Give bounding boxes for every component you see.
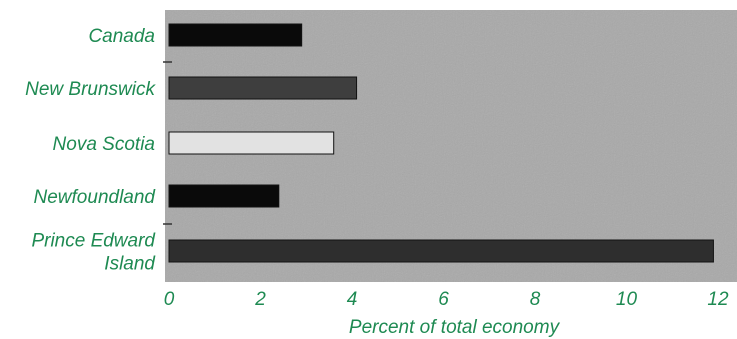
- x-tick-label: 10: [616, 289, 638, 310]
- x-tick-label: 2: [254, 289, 266, 310]
- bar-prince-edward-island: [168, 239, 714, 263]
- x-tick-label: 8: [530, 289, 541, 310]
- x-tick-label: 4: [347, 289, 358, 310]
- bar-canada: [168, 23, 303, 47]
- x-tick-labels: 0 2 4 6 8 10 12: [164, 289, 729, 310]
- category-labels: Canada New Brunswick Nova Scotia Newfoundla…: [25, 26, 156, 275]
- bar-newfoundland: [168, 184, 280, 208]
- x-tick-label: 12: [707, 289, 729, 310]
- category-label: Newfoundland: [34, 187, 157, 208]
- category-label: New Brunswick: [25, 79, 156, 100]
- x-tick-label: 0: [164, 289, 175, 310]
- x-tick-label: 6: [438, 289, 449, 310]
- bars: [168, 23, 714, 263]
- bar-nova-scotia: [168, 131, 335, 155]
- category-label: Prince Edward Island: [31, 231, 156, 275]
- category-label: Nova Scotia: [53, 134, 155, 155]
- x-axis-title: Percent of total economy: [349, 317, 561, 338]
- category-label: Canada: [88, 26, 155, 47]
- bar-new-brunswick: [168, 76, 358, 100]
- y-axis-ticks: [163, 61, 172, 225]
